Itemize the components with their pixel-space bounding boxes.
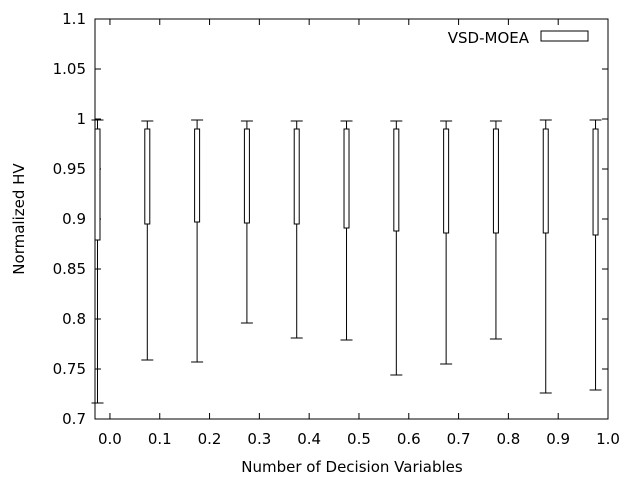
y-tick-label: 1.05 [53, 60, 86, 78]
x-tick-label: 0.2 [198, 430, 222, 448]
box-iqr [492, 128, 499, 234]
box-group [539, 119, 552, 394]
y-axis-label: Normalized HV [10, 163, 28, 275]
x-tick-label: 0.8 [496, 430, 520, 448]
x-tick-label: 0.4 [297, 430, 321, 448]
box-group [489, 120, 502, 340]
box-group [589, 119, 602, 391]
box-iqr [293, 128, 300, 225]
y-tick-label: 1.1 [62, 10, 86, 28]
box-iqr [144, 128, 151, 225]
y-tick-label: 0.95 [53, 160, 86, 178]
box-iqr [194, 128, 201, 223]
box-iqr [542, 128, 549, 234]
x-tick-label: 0.6 [397, 430, 421, 448]
plot-area-border [94, 18, 609, 420]
x-tick-label: 1.0 [596, 430, 620, 448]
x-tick-label: 0.0 [98, 430, 122, 448]
y-tick-label: 0.75 [53, 360, 86, 378]
y-axis-ticks: 0.7 0.75 0.8 0.85 0.9 0.95 1 1.05 1.1 [53, 10, 608, 428]
x-tick-label: 0.1 [148, 430, 172, 448]
x-axis-label: Number of Decision Variables [241, 458, 463, 476]
y-tick-label: 0.8 [62, 310, 86, 328]
box-iqr [94, 128, 101, 241]
box-group [141, 120, 154, 361]
boxplot-series [91, 119, 602, 404]
y-tick-label: 0.7 [62, 410, 86, 428]
box-group [340, 120, 353, 341]
y-tick-label: 0.85 [53, 260, 86, 278]
box-iqr [443, 128, 450, 234]
x-axis-ticks: 0.0 0.1 0.2 0.3 0.4 0.5 0.6 0.7 0.8 0.9 1.0 [98, 19, 620, 448]
legend-entry-swatch [540, 30, 589, 42]
box-iqr [592, 128, 599, 236]
legend: VSD-MOEA [448, 29, 589, 47]
box-group [390, 120, 403, 376]
box-group [440, 120, 453, 365]
box-iqr [343, 128, 350, 229]
legend-entry-label: VSD-MOEA [448, 29, 530, 47]
box-group [191, 119, 204, 363]
box-iqr [243, 128, 250, 224]
x-tick-label: 0.7 [447, 430, 471, 448]
x-tick-label: 0.9 [546, 430, 570, 448]
box-group [290, 120, 303, 339]
box-group [240, 120, 253, 324]
x-tick-label: 0.3 [247, 430, 271, 448]
x-tick-label: 0.5 [347, 430, 371, 448]
box-iqr [393, 128, 400, 232]
y-tick-label: 1 [76, 110, 86, 128]
y-tick-label: 0.9 [62, 210, 86, 228]
